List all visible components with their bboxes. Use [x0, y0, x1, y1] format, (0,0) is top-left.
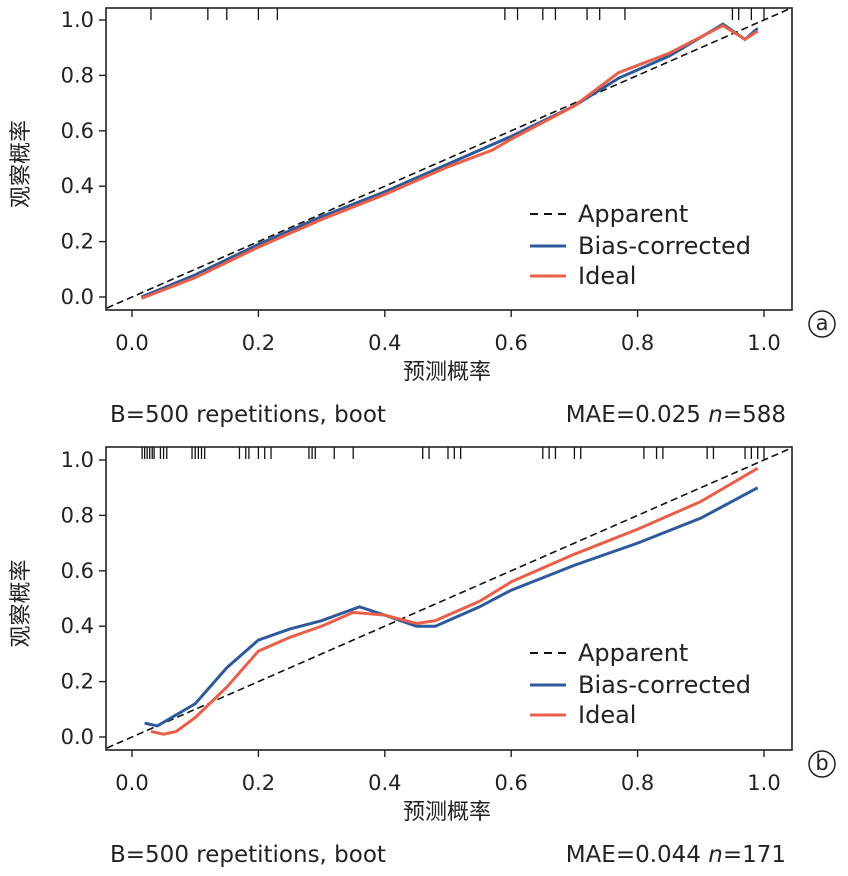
legend-entry: Bias-corrected: [578, 232, 751, 260]
x-tick-label: 0.2: [242, 331, 275, 355]
plot-frame: [105, 7, 793, 311]
y-tick-label: 0.4: [61, 614, 94, 638]
y-tick-label: 0.2: [61, 670, 94, 694]
legend-entry: Apparent: [578, 639, 688, 667]
panel-b: 0.0 0.2 0.4 0.6 0.8 1.0 0.0 0.2 0.4 0.6 0.8 1.0 预测概率…: [9, 446, 836, 868]
x-axis-label: 预测概率: [403, 800, 491, 825]
series-ideal: [140, 23, 759, 300]
x-tick-label: 0.0: [115, 331, 148, 355]
series-ideal: [150, 467, 759, 736]
series-apparent: [106, 8, 790, 309]
x-tick-label: 1.0: [747, 331, 780, 355]
panel-a: 0.0 0.2 0.4 0.6 0.8 1.0 0.0 0.2 0.4 0.6 0.8 1.0 预测概率…: [9, 7, 836, 428]
panel-label-circle: [808, 750, 836, 778]
x-axis-label: 预测概率: [403, 360, 491, 385]
plot-area: [106, 8, 790, 309]
x-tick-label: 0.6: [494, 771, 527, 795]
legend-entry: Bias-corrected: [578, 671, 751, 699]
n-value: =171: [723, 842, 786, 868]
footer-right: MAE=0.025 n=588: [566, 402, 786, 428]
x-tick-label: 0.8: [621, 331, 654, 355]
y-tick-label: 1.0: [61, 448, 94, 472]
legend-entry: Apparent: [578, 200, 688, 228]
plot-frame: [105, 446, 793, 751]
y-axis-label: 观察概率: [9, 120, 34, 208]
y-tick-label: 0.4: [61, 174, 94, 198]
n-value: =588: [723, 402, 786, 428]
x-tick-label: 0.2: [242, 771, 275, 795]
legend-entry: Ideal: [578, 701, 636, 729]
y-tick-label: 0.0: [61, 725, 94, 749]
mae-text: MAE=0.025: [566, 402, 709, 428]
y-tick-label: 0.6: [61, 119, 94, 143]
y-tick-label: 1.0: [61, 8, 94, 32]
y-tick-label: 0.8: [61, 503, 94, 527]
footer-left: B=500 repetitions, boot: [110, 842, 386, 868]
legend-entry: Ideal: [578, 262, 636, 290]
footer-left: B=500 repetitions, boot: [110, 402, 386, 428]
x-tick-label: 0.4: [368, 771, 401, 795]
x-tick-label: 1.0: [747, 771, 780, 795]
panel-label: b: [815, 751, 828, 775]
n-symbol: n: [708, 402, 723, 428]
x-tick-label: 0.8: [621, 771, 654, 795]
x-tick-label: 0.0: [115, 771, 148, 795]
plot-area: [106, 447, 790, 749]
x-tick-label: 0.4: [368, 331, 401, 355]
panel-label-circle: [808, 310, 836, 338]
footer-right: MAE=0.044 n=171: [566, 842, 786, 868]
x-tick-label: 0.6: [494, 331, 527, 355]
y-tick-label: 0.8: [61, 63, 94, 87]
y-axis-label: 观察概率: [9, 559, 34, 647]
y-tick-label: 0.2: [61, 230, 94, 254]
panel-label: a: [816, 311, 829, 335]
y-tick-label: 0.6: [61, 559, 94, 583]
series-apparent: [106, 448, 790, 749]
y-tick-label: 0.0: [61, 285, 94, 309]
n-symbol: n: [708, 842, 723, 868]
mae-text: MAE=0.044: [566, 842, 709, 868]
